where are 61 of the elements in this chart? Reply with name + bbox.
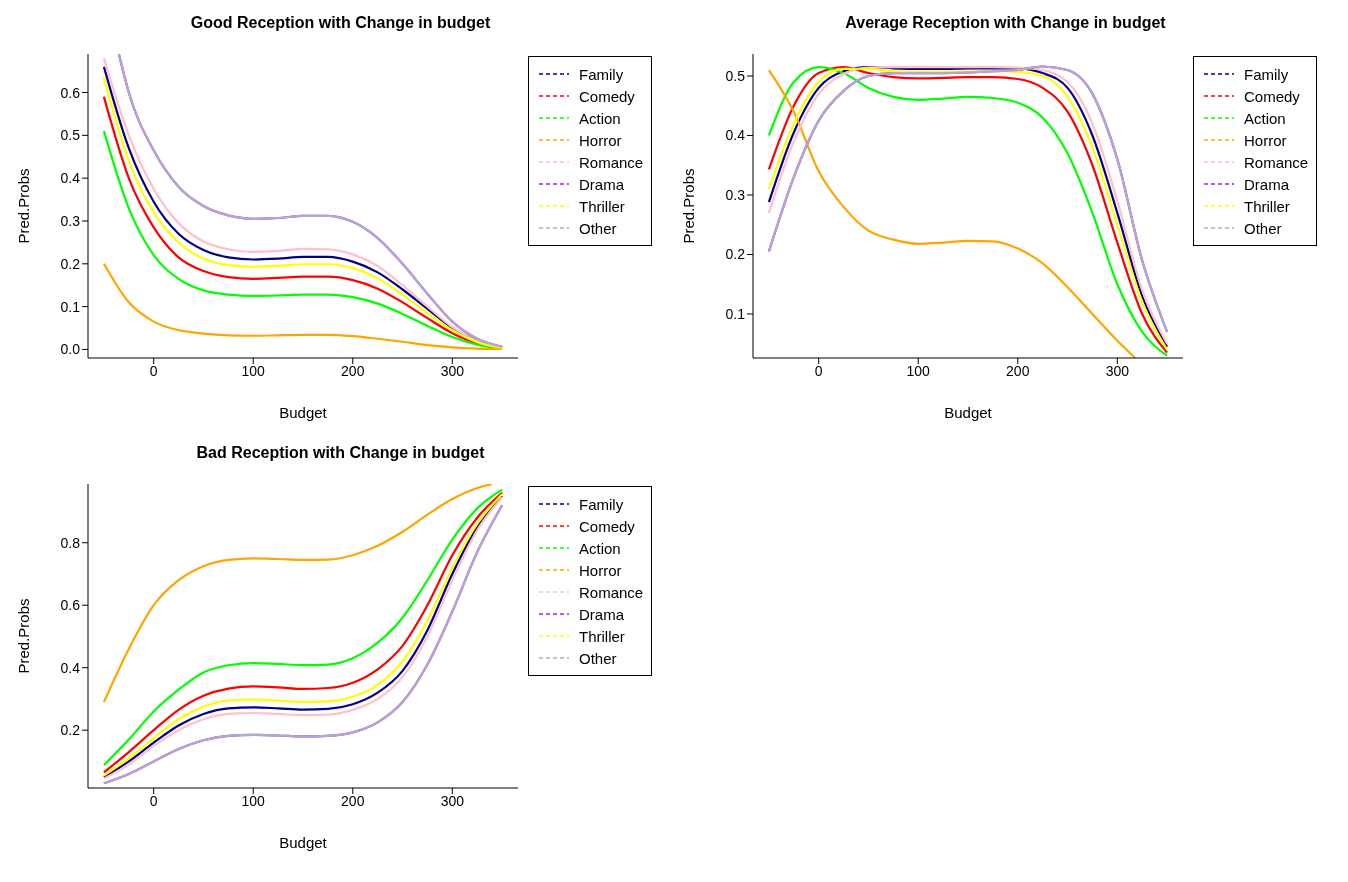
x-tick-label: 300 <box>440 362 465 379</box>
x-tick-label: 200 <box>341 362 365 379</box>
y-tick-label: 0.0 <box>60 341 81 358</box>
legend-label: Romance <box>1244 153 1309 171</box>
y-tick-label: 0.2 <box>725 246 746 263</box>
x-axis-title: Budget <box>279 404 328 421</box>
legend-label: Action <box>1244 109 1286 127</box>
x-tick-label: 100 <box>241 792 266 809</box>
legend-label: Other <box>1244 219 1282 237</box>
y-tick-label: 0.8 <box>60 534 81 551</box>
x-tick-label: 0 <box>149 792 158 809</box>
y-tick-label: 0.1 <box>725 305 746 322</box>
y-tick-label: 0.5 <box>60 127 81 144</box>
y-axis-title: Pred.Probs <box>15 598 33 674</box>
y-axis-title: Pred.Probs <box>15 168 33 244</box>
x-tick-label: 0 <box>814 362 823 379</box>
y-axis-title: Pred.Probs <box>680 168 698 244</box>
legend-label: Comedy <box>579 517 635 535</box>
y-tick-label: 0.3 <box>60 212 81 229</box>
y-tick-label: 0.2 <box>60 722 81 739</box>
x-tick-label: 300 <box>440 792 465 809</box>
x-tick-label: 300 <box>1105 362 1130 379</box>
legend-label: Action <box>579 539 621 557</box>
y-tick-label: 0.2 <box>60 255 81 272</box>
legend-label: Thriller <box>579 197 625 215</box>
legend-label: Other <box>579 649 617 667</box>
x-tick-label: 200 <box>1006 362 1030 379</box>
y-tick-label: 0.4 <box>60 659 81 676</box>
legend-label: Drama <box>1244 175 1290 193</box>
x-axis-title: Budget <box>944 404 993 421</box>
y-tick-label: 0.6 <box>60 84 81 101</box>
y-tick-label: 0.1 <box>60 298 81 315</box>
legend-label: Family <box>1244 65 1289 83</box>
y-tick-label: 0.6 <box>60 597 81 614</box>
legend-label: Horror <box>579 131 622 149</box>
legend-label: Other <box>579 219 617 237</box>
legend-label: Family <box>579 495 624 513</box>
legend-label: Thriller <box>579 627 625 645</box>
legend-label: Romance <box>579 583 644 601</box>
x-tick-label: 100 <box>241 362 266 379</box>
y-tick-label: 0.5 <box>725 67 746 84</box>
x-tick-label: 200 <box>341 792 365 809</box>
legend-label: Drama <box>579 175 625 193</box>
legend-label: Action <box>579 109 621 127</box>
legend-label: Romance <box>579 153 644 171</box>
chart-title: Bad Reception with Change in budget <box>195 443 486 463</box>
chart-title: Good Reception with Change in budget <box>189 13 492 33</box>
y-tick-label: 0.4 <box>725 127 746 144</box>
legend-label: Thriller <box>1244 197 1290 215</box>
x-axis-title: Budget <box>279 834 328 851</box>
y-tick-label: 0.3 <box>725 186 746 203</box>
legend-label: Family <box>579 65 624 83</box>
chart-title: Average Reception with Change in budget <box>844 13 1167 33</box>
legend-label: Comedy <box>579 87 635 105</box>
legend-label: Horror <box>579 561 622 579</box>
x-tick-label: 0 <box>149 362 158 379</box>
y-tick-label: 0.4 <box>60 170 81 187</box>
legend-label: Comedy <box>1244 87 1300 105</box>
legend-label: Drama <box>579 605 625 623</box>
legend-label: Horror <box>1244 131 1287 149</box>
x-tick-label: 100 <box>906 362 931 379</box>
